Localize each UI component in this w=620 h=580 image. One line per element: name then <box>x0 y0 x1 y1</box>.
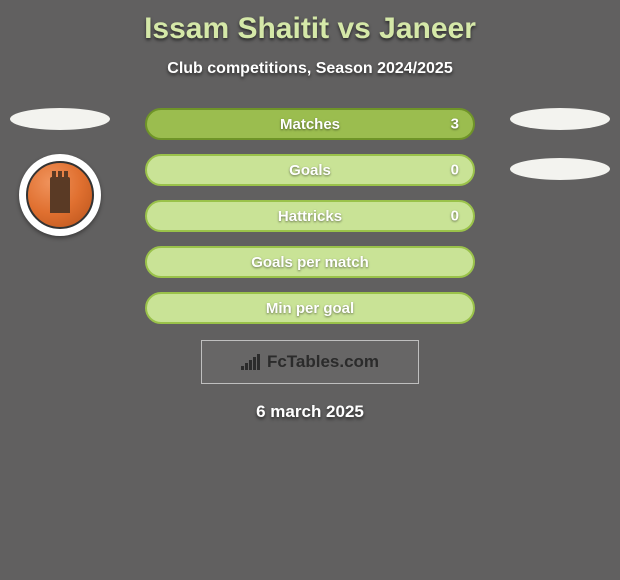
club-badge-icon <box>26 161 94 229</box>
subtitle: Club competitions, Season 2024/2025 <box>0 60 620 78</box>
player-left-ellipse <box>10 108 110 130</box>
date-text: 6 march 2025 <box>0 402 620 422</box>
stat-bar-goals-per-match: Goals per match <box>145 246 475 278</box>
stat-value: 0 <box>451 208 459 225</box>
stat-bar-hattricks: Hattricks 0 <box>145 200 475 232</box>
stat-label: Goals <box>289 162 331 179</box>
page-title: Issam Shaitit vs Janeer <box>0 0 620 46</box>
stat-label: Goals per match <box>251 254 369 271</box>
stat-label: Hattricks <box>278 208 342 225</box>
stat-bar-goals: Goals 0 <box>145 154 475 186</box>
stat-value: 0 <box>451 162 459 179</box>
spark-icon <box>241 354 261 370</box>
attribution-box: FcTables.com <box>201 340 419 384</box>
left-column <box>0 108 120 236</box>
right-column <box>500 108 620 180</box>
player-right-ellipse-1 <box>510 158 610 180</box>
stat-bar-min-per-goal: Min per goal <box>145 292 475 324</box>
stat-label: Min per goal <box>266 300 354 317</box>
comparison-panel: Matches 3 Goals 0 Hattricks 0 Goals per match M… <box>0 108 620 422</box>
club-logo-left <box>19 154 101 236</box>
player-right-ellipse-0 <box>510 108 610 130</box>
stat-bars: Matches 3 Goals 0 Hattricks 0 Goals per match M… <box>145 108 475 324</box>
stat-bar-matches: Matches 3 <box>145 108 475 140</box>
stat-value: 3 <box>451 116 459 133</box>
attribution-text: FcTables.com <box>267 352 379 372</box>
stat-label: Matches <box>280 116 340 133</box>
